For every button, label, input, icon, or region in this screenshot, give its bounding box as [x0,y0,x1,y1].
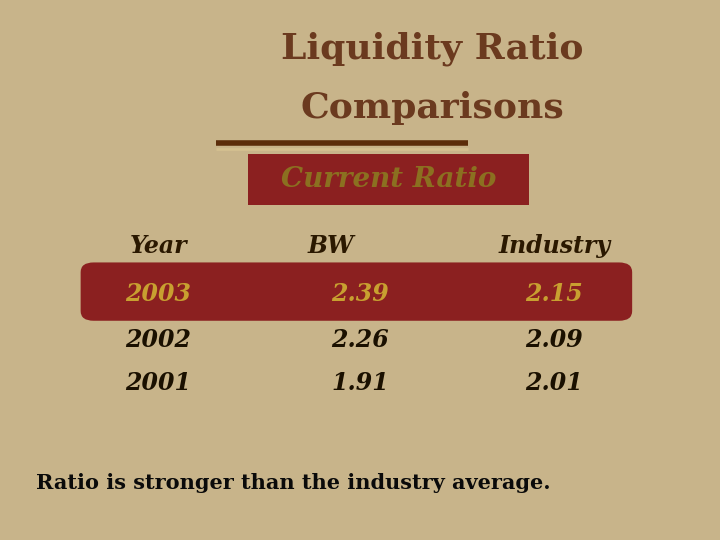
Text: Year: Year [130,234,187,258]
Text: 2002: 2002 [125,328,192,352]
Text: BW: BW [308,234,354,258]
Text: Ratio is stronger than the industry average.: Ratio is stronger than the industry aver… [36,473,551,494]
Text: 2.01: 2.01 [526,372,583,395]
Text: Current Ratio: Current Ratio [281,166,497,193]
Text: Industry: Industry [498,234,611,258]
Text: Liquidity Ratio: Liquidity Ratio [281,31,583,66]
Text: 2.26: 2.26 [331,328,389,352]
Text: Comparisons: Comparisons [300,91,564,125]
Text: 2003: 2003 [125,282,192,306]
Text: 2.09: 2.09 [526,328,583,352]
FancyBboxPatch shape [248,154,529,205]
FancyBboxPatch shape [81,262,632,321]
Text: 2.39: 2.39 [331,282,389,306]
Text: 1.91: 1.91 [331,372,389,395]
Text: 2.15: 2.15 [526,282,583,306]
Text: 2001: 2001 [125,372,192,395]
